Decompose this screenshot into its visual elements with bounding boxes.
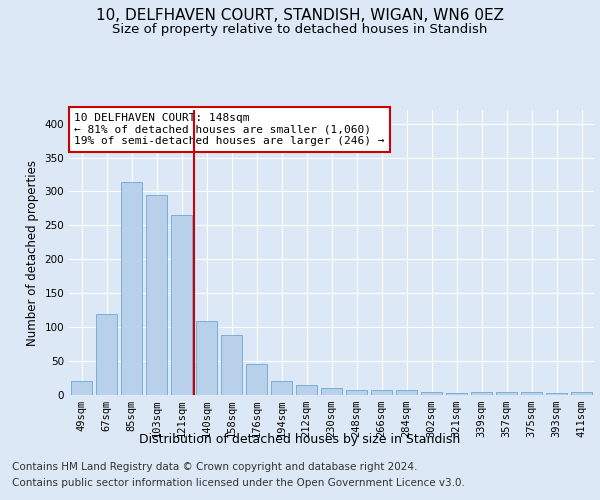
Bar [571, 392, 592, 395]
Bar [421, 392, 442, 395]
Bar [321, 388, 342, 395]
Bar [121, 182, 142, 395]
Bar [246, 364, 267, 395]
Bar [521, 392, 542, 395]
Bar [171, 215, 192, 395]
Text: Contains public sector information licensed under the Open Government Licence v3: Contains public sector information licen… [12, 478, 465, 488]
Bar [221, 336, 242, 395]
Text: 10 DELFHAVEN COURT: 148sqm
← 81% of detached houses are smaller (1,060)
19% of s: 10 DELFHAVEN COURT: 148sqm ← 81% of deta… [74, 113, 385, 146]
Bar [371, 390, 392, 395]
Text: Size of property relative to detached houses in Standish: Size of property relative to detached ho… [112, 22, 488, 36]
Bar [296, 385, 317, 395]
Y-axis label: Number of detached properties: Number of detached properties [26, 160, 39, 346]
Text: Distribution of detached houses by size in Standish: Distribution of detached houses by size … [139, 432, 461, 446]
Bar [471, 392, 492, 395]
Bar [396, 390, 417, 395]
Bar [146, 195, 167, 395]
Bar [346, 390, 367, 395]
Bar [546, 393, 567, 395]
Text: Contains HM Land Registry data © Crown copyright and database right 2024.: Contains HM Land Registry data © Crown c… [12, 462, 418, 472]
Bar [271, 381, 292, 395]
Bar [446, 393, 467, 395]
Bar [96, 314, 117, 395]
Text: 10, DELFHAVEN COURT, STANDISH, WIGAN, WN6 0EZ: 10, DELFHAVEN COURT, STANDISH, WIGAN, WN… [96, 8, 504, 22]
Bar [196, 321, 217, 395]
Bar [496, 392, 517, 395]
Bar [71, 382, 92, 395]
